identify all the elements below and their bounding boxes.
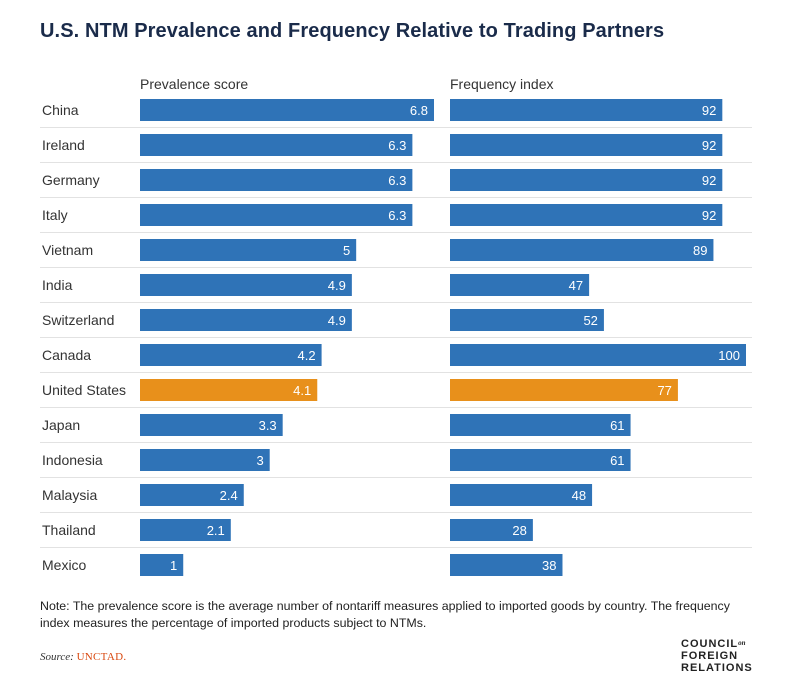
source-line: Source: UNCTAD. xyxy=(40,651,126,663)
bar xyxy=(450,344,746,366)
prevalence-panel-label: Prevalence score xyxy=(140,76,249,92)
category-label: Thailand xyxy=(42,522,96,538)
data-label: 92 xyxy=(702,103,716,118)
bar xyxy=(450,204,723,226)
logo-line2: FOREIGN xyxy=(681,650,739,662)
category-label: China xyxy=(42,102,79,118)
bar xyxy=(140,169,413,191)
category-label: Japan xyxy=(42,417,80,433)
cfr-logo: COUNCILon FOREIGN RELATIONS xyxy=(681,637,753,674)
data-label: 4.2 xyxy=(298,348,316,363)
data-label: 89 xyxy=(693,243,707,258)
data-label: 4.1 xyxy=(293,383,311,398)
data-label: 61 xyxy=(610,418,624,433)
bar xyxy=(140,99,434,121)
bar xyxy=(450,484,593,506)
source-name: UNCTAD. xyxy=(76,651,127,663)
data-label: 52 xyxy=(583,313,597,328)
bar xyxy=(140,554,184,576)
chart-note: Note: The prevalence score is the averag… xyxy=(40,599,730,630)
bar xyxy=(450,379,678,401)
data-label: 3 xyxy=(256,453,263,468)
bar xyxy=(140,309,352,331)
bar xyxy=(450,449,631,471)
frequency-panel-label: Frequency index xyxy=(450,76,554,92)
data-label: 77 xyxy=(657,383,671,398)
category-label: Mexico xyxy=(42,557,87,573)
data-label: 48 xyxy=(572,488,586,503)
data-label: 1 xyxy=(170,558,177,573)
data-label: 38 xyxy=(542,558,556,573)
category-label: Switzerland xyxy=(42,312,114,328)
bar xyxy=(450,414,631,436)
bar-chart: China 6.8 92 Ireland 6.3 92 Germany 6.3 92 Italy 6… xyxy=(40,99,752,576)
category-label: Canada xyxy=(42,347,91,363)
data-label: 6.8 xyxy=(410,103,428,118)
bar xyxy=(450,519,533,541)
data-label: 5 xyxy=(343,243,350,258)
bar xyxy=(140,204,413,226)
bar xyxy=(140,519,231,541)
category-label: Germany xyxy=(42,172,100,188)
data-label: 28 xyxy=(512,523,526,538)
bar xyxy=(450,134,723,156)
bar xyxy=(140,134,413,156)
bar xyxy=(140,239,357,261)
category-label: Ireland xyxy=(42,137,85,153)
data-label: 92 xyxy=(702,138,716,153)
bar xyxy=(140,344,322,366)
category-label: India xyxy=(42,277,73,293)
data-label: 92 xyxy=(702,173,716,188)
source-prefix: Source: xyxy=(40,651,74,663)
data-label: 4.9 xyxy=(328,313,346,328)
data-label: 2.1 xyxy=(207,523,225,538)
bar xyxy=(140,379,318,401)
bar xyxy=(450,169,723,191)
data-label: 47 xyxy=(569,278,583,293)
category-label: United States xyxy=(42,382,126,398)
logo-line1-small: on xyxy=(738,639,746,647)
bar xyxy=(140,274,352,296)
data-label: 92 xyxy=(702,208,716,223)
bar xyxy=(450,239,714,261)
bar xyxy=(450,309,604,331)
logo-line1: COUNCIL xyxy=(681,638,739,650)
category-label: Vietnam xyxy=(42,242,93,258)
logo-line3: RELATIONS xyxy=(681,662,753,674)
bar xyxy=(140,414,283,436)
bar xyxy=(450,554,563,576)
bar xyxy=(140,484,244,506)
chart-title: U.S. NTM Prevalence and Frequency Relati… xyxy=(40,20,665,42)
data-label: 6.3 xyxy=(388,173,406,188)
data-label: 100 xyxy=(718,348,740,363)
data-label: 4.9 xyxy=(328,278,346,293)
bar xyxy=(450,99,723,121)
data-label: 61 xyxy=(610,453,624,468)
category-label: Indonesia xyxy=(42,452,103,468)
data-label: 3.3 xyxy=(259,418,277,433)
bar xyxy=(450,274,590,296)
category-label: Italy xyxy=(42,207,68,223)
bar xyxy=(140,449,270,471)
data-label: 6.3 xyxy=(388,138,406,153)
data-label: 6.3 xyxy=(388,208,406,223)
category-label: Malaysia xyxy=(42,487,97,503)
data-label: 2.4 xyxy=(220,488,238,503)
